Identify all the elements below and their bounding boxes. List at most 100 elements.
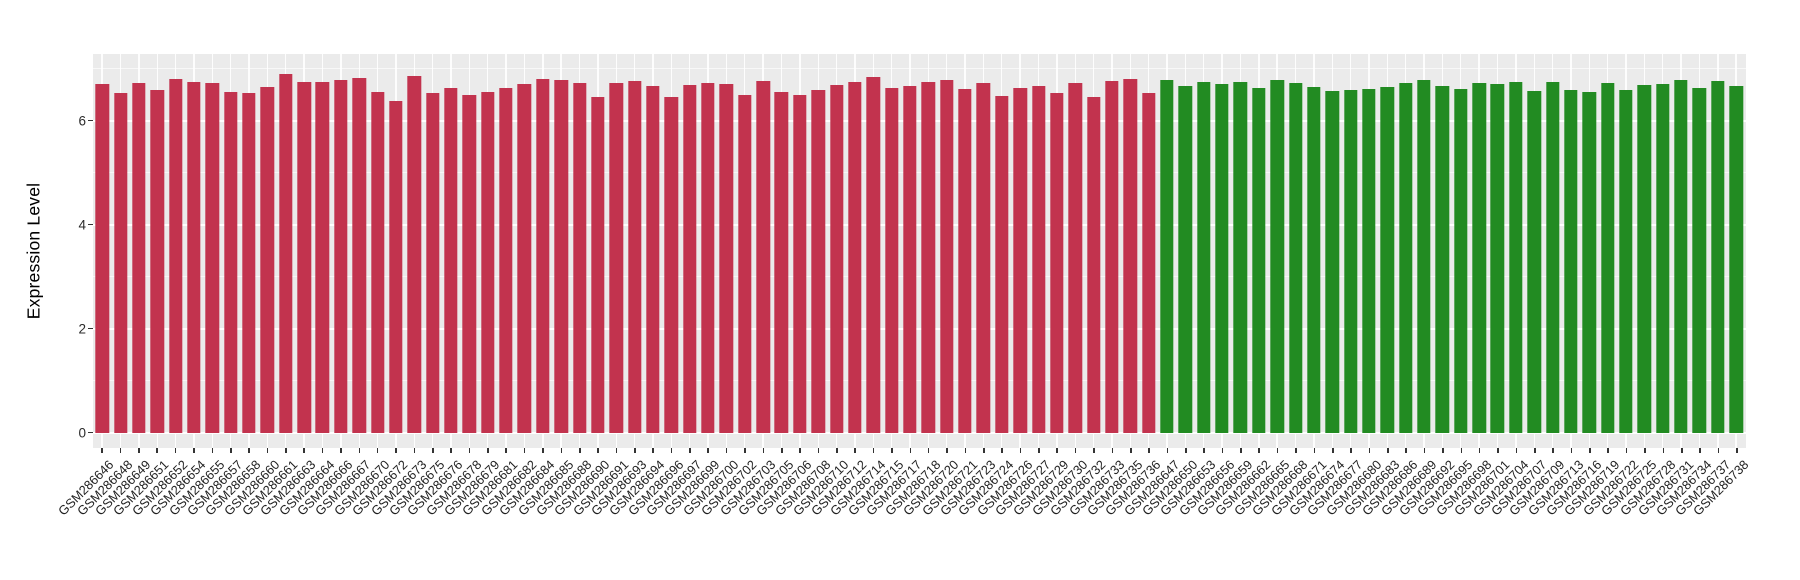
bar-slot <box>1543 54 1561 448</box>
bar-slot <box>1617 54 1635 448</box>
gridline-major <box>93 327 1746 330</box>
bar-slot <box>625 54 643 448</box>
bar <box>95 84 109 433</box>
x-tick-mark <box>946 448 948 453</box>
x-tick-mark <box>560 448 563 453</box>
bar <box>664 97 679 433</box>
bar-slot <box>846 54 864 448</box>
bar-slot <box>1250 54 1268 448</box>
x-tick-mark <box>1680 448 1683 453</box>
x-tick-mark <box>1001 448 1003 453</box>
x-tick-mark <box>670 448 673 453</box>
bar <box>1288 83 1303 433</box>
bar <box>444 88 458 433</box>
bar-slot <box>699 54 717 448</box>
bar <box>1509 81 1523 433</box>
x-tick-mark <box>1625 448 1628 453</box>
bar <box>315 82 330 433</box>
x-tick-mark <box>1736 448 1738 453</box>
bar-slot <box>313 54 331 448</box>
x-tick-mark <box>487 448 489 453</box>
x-tick-mark <box>707 448 710 453</box>
x-tick-mark <box>1313 448 1316 453</box>
y-tick-label: 0 <box>78 425 86 440</box>
x-tick-mark <box>174 448 177 453</box>
x-tick-mark <box>964 448 967 453</box>
x-tick-mark <box>854 448 856 453</box>
gridline-minor <box>93 171 1746 173</box>
bar <box>1325 90 1339 433</box>
bar-slot <box>607 54 625 448</box>
bar <box>591 96 605 433</box>
bar-slot <box>185 54 203 448</box>
x-tick-mark <box>285 448 287 453</box>
x-tick-mark <box>376 448 379 453</box>
bar-slot <box>1048 54 1066 448</box>
bar-slot <box>1323 54 1341 448</box>
x-tick-mark <box>119 448 122 453</box>
bar <box>1013 87 1027 433</box>
bar-slot <box>809 54 827 448</box>
bar <box>370 91 385 433</box>
bar-slot <box>974 54 992 448</box>
bar-slot <box>1433 54 1451 448</box>
bar-slot <box>130 54 148 448</box>
bar <box>1417 79 1431 433</box>
y-tick-mark <box>88 119 93 122</box>
y-tick-mark <box>88 431 93 434</box>
x-tick-mark <box>1699 448 1701 453</box>
bar-slot <box>736 54 754 448</box>
bar-slot <box>717 54 735 448</box>
x-tick-mark <box>193 448 195 453</box>
x-tick-mark <box>725 448 728 453</box>
bar-slot <box>1231 54 1249 448</box>
x-tick-mark <box>1589 448 1591 453</box>
plot-panel <box>93 54 1746 448</box>
bar <box>811 89 825 433</box>
bar-slot <box>1305 54 1323 448</box>
bar <box>1105 80 1119 433</box>
x-tick-mark <box>1478 448 1481 453</box>
bar-slot <box>350 54 368 448</box>
bar <box>113 93 128 433</box>
bar <box>958 89 972 433</box>
bar-slot <box>111 54 129 448</box>
bar <box>1729 86 1743 433</box>
bar-slot <box>497 54 515 448</box>
x-tick-mark <box>523 448 526 453</box>
bar <box>1637 85 1652 433</box>
x-tick-mark <box>1350 448 1352 453</box>
y-axis-title: Expression Level <box>23 182 44 320</box>
bar <box>1527 90 1541 433</box>
bar-slot <box>901 54 919 448</box>
bar-slot <box>295 54 313 448</box>
x-tick-mark <box>762 448 765 453</box>
bar <box>1490 83 1505 433</box>
x-tick-mark <box>505 448 508 453</box>
x-tick-mark <box>799 448 801 453</box>
bar <box>1398 83 1413 433</box>
bar <box>1564 89 1578 433</box>
x-tick-mark <box>1515 448 1518 453</box>
x-tick-mark <box>1240 448 1242 453</box>
bar <box>554 79 568 433</box>
x-tick-mark <box>780 448 783 453</box>
bar-slot <box>882 54 900 448</box>
x-tick-mark <box>211 448 214 453</box>
bar <box>425 93 440 433</box>
x-tick-mark <box>1203 448 1205 453</box>
bar <box>903 86 917 433</box>
x-tick-mark <box>1460 448 1463 453</box>
x-tick-mark <box>1258 448 1261 453</box>
bar-slot <box>1378 54 1396 448</box>
bar <box>1472 83 1486 433</box>
x-tick-mark <box>1607 448 1610 453</box>
x-tick-mark <box>1129 448 1132 453</box>
bar-slot <box>662 54 680 448</box>
bar <box>1086 96 1101 433</box>
x-tick-mark <box>450 448 452 453</box>
bar-slot <box>1452 54 1470 448</box>
bar-slot <box>423 54 441 448</box>
bar-slot <box>1580 54 1598 448</box>
x-tick-mark <box>1093 448 1095 453</box>
